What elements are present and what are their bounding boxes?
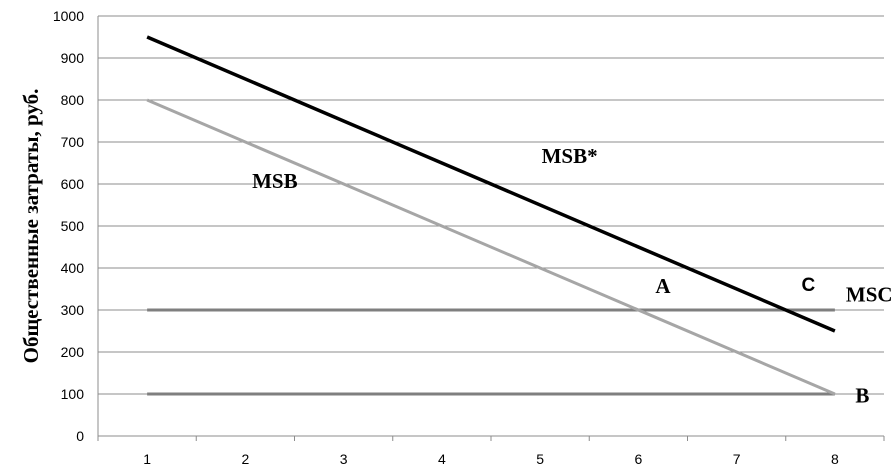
annotation-label: A [655, 274, 671, 298]
y-tick-label: 300 [61, 302, 85, 318]
annotation-label: MSB [252, 169, 298, 193]
x-tick-label: 6 [634, 451, 642, 467]
y-tick-label: 0 [76, 428, 84, 444]
y-tick-label: 700 [61, 134, 85, 150]
series-lines [146, 35, 836, 396]
y-tick-label: 800 [61, 92, 85, 108]
x-tick-label: 3 [340, 451, 348, 467]
x-tick-label: 2 [241, 451, 249, 467]
x-tick-label: 1 [143, 451, 151, 467]
y-tick-label: 900 [61, 50, 85, 66]
y-tick-label: 1000 [53, 8, 84, 24]
x-tick-label: 7 [733, 451, 741, 467]
gridlines [98, 15, 884, 395]
y-axis-label: Общественные затраты, руб. [19, 89, 43, 364]
y-tick-label: 400 [61, 260, 85, 276]
x-tick-label: 4 [438, 451, 446, 467]
x-tick-label: 8 [831, 451, 839, 467]
annotation-label: B [855, 383, 869, 407]
y-tick-label: 500 [61, 218, 85, 234]
y-tick-label: 600 [61, 176, 85, 192]
axes: 0 100 200 300 400 500 600 700 800 900 1000 1 2 3 4 5 6 7 8 [53, 8, 885, 467]
x-tick-label: 5 [536, 451, 544, 467]
annotations: MSB* MSB A C MSC B [252, 144, 893, 407]
series-line-msb [146, 98, 836, 396]
annotation-label: MSB* [542, 144, 598, 168]
annotation-label: C [801, 275, 815, 296]
y-tick-label: 100 [61, 386, 85, 402]
annotation-label: MSC [846, 283, 893, 307]
series-line-msb [146, 35, 836, 333]
y-tick-label: 200 [61, 344, 85, 360]
